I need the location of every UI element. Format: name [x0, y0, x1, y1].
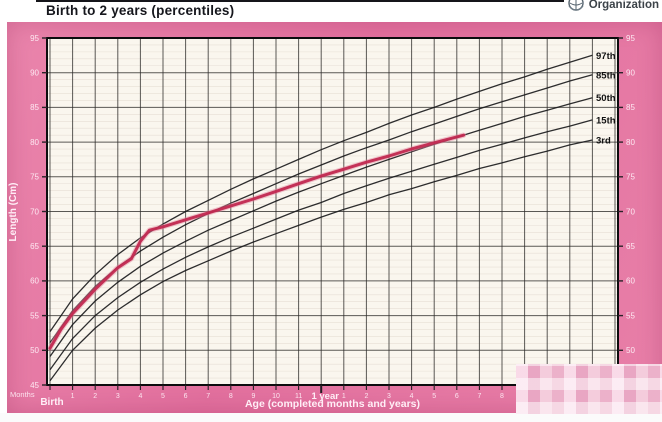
x-axis-month-label: 3 — [387, 393, 391, 400]
page-bottom-margin — [0, 413, 662, 422]
x-axis-birth-label: Birth — [40, 397, 63, 408]
y-axis-label-left: 95 — [30, 34, 39, 43]
who-logo-text: Organization — [588, 0, 659, 11]
percentile-curve-50th — [49, 97, 593, 357]
percentile-label-15th: 15th — [596, 115, 616, 126]
y-axis-label-left: 45 — [30, 381, 39, 390]
y-axis-label-left: 55 — [30, 311, 39, 320]
months-caption: Months — [10, 390, 35, 399]
percentile-label-85th: 85th — [596, 70, 616, 81]
y-axis-label-right: 55 — [626, 311, 635, 320]
x-axis-month-label: 4 — [138, 393, 142, 400]
y-axis-label-left: 75 — [30, 173, 39, 182]
x-axis-month-label: 8 — [229, 393, 233, 400]
y-axis-label-right: 50 — [626, 346, 635, 355]
x-axis-month-label: 2 — [364, 393, 368, 400]
y-axis-label-left: 60 — [30, 277, 39, 286]
y-axis-label-right: 85 — [626, 103, 635, 112]
y-axis-label-right: 65 — [626, 242, 635, 251]
x-axis-month-label: 8 — [500, 393, 504, 400]
who-emblem-icon — [567, 0, 585, 16]
x-axis-month-label: 2 — [93, 393, 97, 400]
y-axis-label-right: 60 — [626, 277, 635, 286]
x-axis-month-label: 6 — [184, 393, 188, 400]
y-axis-label-left: 65 — [30, 242, 39, 251]
percentile-curve-15th — [49, 119, 593, 371]
patient-length-line — [48, 133, 466, 350]
y-axis-label-left: 50 — [30, 346, 39, 355]
percentile-label-97th: 97th — [596, 51, 616, 62]
x-axis-month-label: 11 — [295, 393, 302, 400]
x-axis-one-year-label: 1 year — [311, 391, 339, 402]
x-axis-month-label: 1 — [71, 393, 75, 400]
chart-header: Birth to 2 years (percentiles) — [0, 0, 662, 22]
y-axis-label-right: 80 — [626, 138, 635, 147]
y-axis-label-right: 90 — [626, 69, 635, 78]
percentile-curve-85th — [49, 74, 593, 344]
x-axis-month-label: 6 — [455, 393, 459, 400]
x-axis-month-label: 7 — [206, 393, 210, 400]
x-axis-title: Age (completed months and years) — [245, 398, 420, 410]
y-axis-label-right: 95 — [626, 34, 635, 43]
y-axis-label-left: 80 — [30, 138, 39, 147]
percentile-curve-97th — [49, 54, 593, 332]
x-axis-month-label: 9 — [251, 393, 255, 400]
y-axis-label-left: 85 — [30, 103, 39, 112]
pixelated-watermark-redaction — [516, 364, 662, 414]
y-axis-title: Length (Cm) — [8, 183, 19, 242]
x-axis-month-label: 3 — [116, 393, 120, 400]
y-axis-label-right: 75 — [626, 173, 635, 182]
y-axis-label-left: 70 — [30, 207, 39, 216]
x-axis-month-label: 10 — [272, 393, 280, 400]
x-axis-month-label: 5 — [432, 393, 436, 400]
x-axis-month-label: 1 — [342, 393, 346, 400]
x-axis-month-label: 7 — [477, 393, 481, 400]
x-axis-month-label: 5 — [161, 393, 165, 400]
page-title: Birth to 2 years (percentiles) — [46, 3, 235, 18]
percentile-label-3rd: 3rd — [596, 136, 611, 147]
percentile-label-50th: 50th — [596, 93, 616, 104]
y-axis-label-right: 70 — [626, 207, 635, 216]
top-divider-line — [36, 0, 564, 2]
who-logo: Organization — [567, 0, 659, 16]
percentile-curve-3rd — [49, 139, 593, 382]
x-axis-month-label: 4 — [410, 393, 414, 400]
y-axis-label-left: 90 — [30, 69, 39, 78]
